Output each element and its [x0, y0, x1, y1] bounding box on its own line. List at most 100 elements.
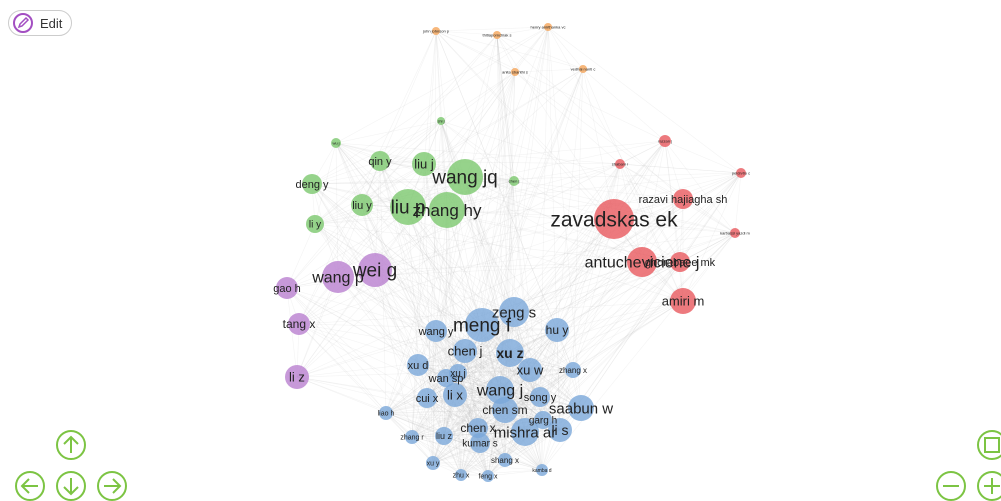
node [518, 358, 542, 382]
node-label: ghorabaee mk [645, 257, 716, 269]
zoom-in[interactable] [977, 471, 1001, 501]
node-label: chen x [460, 421, 495, 435]
edge [460, 198, 684, 476]
node [496, 339, 524, 367]
node-label: shang x [491, 456, 519, 465]
node-label: john johnson p [422, 28, 450, 33]
edge [682, 232, 736, 302]
node [594, 199, 634, 239]
edge [385, 396, 541, 414]
node-label: mishra ar [494, 424, 557, 441]
node [288, 313, 310, 335]
node [486, 376, 514, 404]
edge [286, 223, 316, 289]
edge [432, 140, 666, 464]
edge [580, 261, 681, 409]
edge [679, 172, 742, 263]
edge [311, 160, 381, 185]
edge [539, 396, 543, 471]
edge [411, 409, 506, 438]
edge [454, 140, 666, 396]
edge [385, 412, 526, 433]
edge [477, 369, 574, 429]
edge [426, 397, 481, 444]
node [548, 418, 572, 442]
pan-up[interactable] [56, 430, 86, 460]
edge [311, 183, 483, 326]
edge [443, 311, 515, 437]
edge [374, 261, 643, 271]
node-label: garg h [529, 416, 557, 427]
pan-down[interactable] [56, 471, 86, 501]
edge [337, 276, 561, 431]
edge [509, 163, 621, 354]
edge [446, 209, 736, 234]
node-label: zavadskas ek [550, 208, 678, 231]
edge [385, 412, 489, 477]
edge [664, 140, 684, 200]
node [417, 388, 437, 408]
edge [411, 369, 574, 438]
node-label: vedhai nanti c [571, 66, 596, 71]
edge [286, 287, 462, 476]
edge [337, 276, 419, 366]
edge [454, 311, 515, 396]
edge [361, 180, 515, 206]
edge [464, 350, 489, 477]
edge [479, 369, 574, 444]
edge [445, 209, 448, 379]
edge [379, 34, 498, 162]
zoom-out[interactable] [936, 471, 966, 501]
edge [460, 369, 531, 476]
edge [423, 163, 434, 464]
edge [457, 372, 582, 409]
edge [460, 352, 511, 476]
node-label: li y [309, 220, 321, 231]
edge [454, 394, 462, 476]
edge [446, 209, 462, 476]
pan-left[interactable] [15, 471, 45, 501]
edge [417, 364, 489, 477]
edge [432, 218, 615, 464]
node-label: wu j [332, 140, 339, 145]
node-label: kumar s [462, 439, 498, 450]
edge [487, 329, 558, 477]
edge [454, 394, 582, 409]
edge [335, 142, 339, 278]
edge [417, 26, 549, 366]
edge [314, 223, 531, 371]
edge [361, 204, 456, 396]
edge [556, 329, 561, 431]
edge [559, 172, 742, 431]
edge [298, 323, 459, 374]
edge [298, 323, 456, 396]
edge [513, 163, 621, 182]
edge [385, 209, 448, 414]
edge [664, 140, 736, 234]
edge [385, 180, 515, 414]
edge [572, 218, 615, 371]
edge [487, 369, 531, 477]
node-label: li z [289, 370, 305, 385]
edge [335, 142, 363, 206]
edit-button[interactable]: Edit [8, 10, 72, 36]
edge [296, 376, 526, 433]
node-label: hu y [546, 323, 569, 337]
edge [298, 323, 413, 438]
edge [547, 26, 681, 263]
edge [539, 26, 549, 398]
edge [641, 140, 666, 263]
edge [417, 364, 541, 398]
edge [423, 163, 459, 374]
edge [385, 412, 543, 471]
pan-right[interactable] [97, 471, 127, 501]
node [429, 192, 465, 228]
edge [542, 369, 574, 421]
edge [477, 311, 515, 429]
edge [440, 71, 516, 122]
edge [314, 160, 381, 225]
node-label: peldrvtio c [732, 170, 750, 175]
edge [514, 71, 621, 165]
edge [417, 364, 574, 371]
fit-screen[interactable] [977, 430, 1001, 460]
